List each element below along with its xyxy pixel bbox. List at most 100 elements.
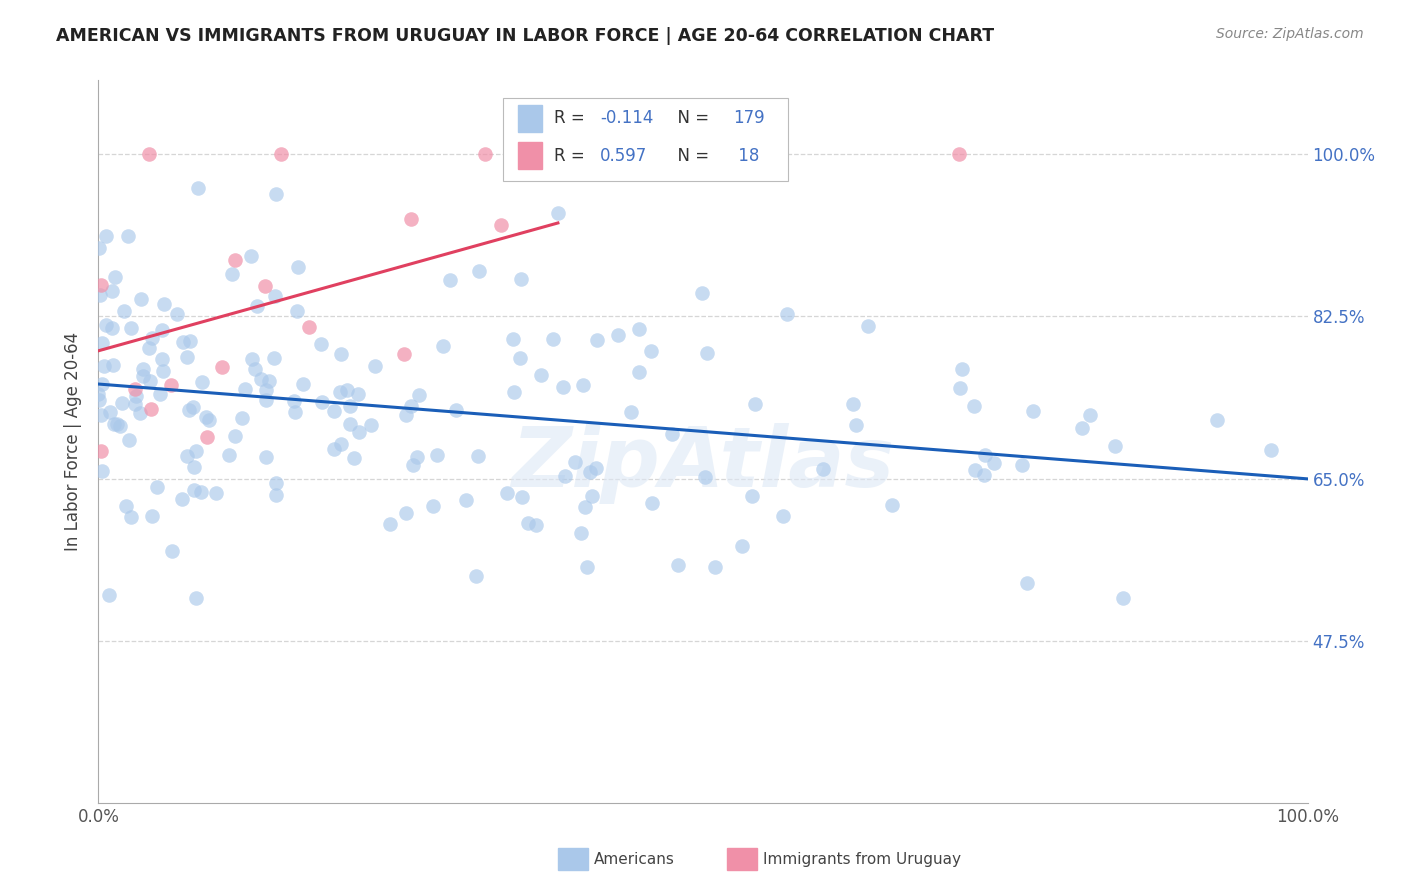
Point — [408, 388, 430, 402]
Point — [530, 368, 553, 382]
Point — [364, 359, 387, 373]
Point — [138, 374, 160, 388]
Point — [141, 509, 163, 524]
Point — [191, 375, 214, 389]
Text: Americans: Americans — [595, 852, 675, 867]
Point — [233, 382, 256, 396]
Point — [1017, 576, 1039, 591]
Point — [284, 405, 307, 419]
Point — [186, 443, 208, 458]
Point — [329, 385, 352, 400]
Point — [744, 397, 766, 411]
Point — [254, 383, 277, 397]
Point — [464, 569, 486, 583]
Point — [983, 456, 1005, 470]
FancyBboxPatch shape — [558, 848, 588, 870]
Point — [607, 327, 630, 342]
Point — [264, 186, 287, 201]
Point — [118, 433, 141, 447]
Point — [406, 450, 429, 465]
Point — [495, 485, 517, 500]
Point — [399, 211, 422, 226]
Point — [90, 444, 112, 458]
Point — [264, 488, 287, 502]
Point — [124, 382, 146, 396]
Point — [160, 378, 183, 392]
Point — [114, 499, 136, 513]
Point — [343, 451, 366, 466]
Point — [551, 379, 574, 393]
Point — [176, 351, 198, 365]
Point — [564, 455, 586, 469]
Point — [579, 465, 602, 479]
Text: Source: ZipAtlas.com: Source: ZipAtlas.com — [1216, 27, 1364, 41]
Point — [183, 483, 205, 497]
Point — [152, 364, 174, 378]
Text: 18: 18 — [734, 146, 759, 165]
Point — [89, 288, 111, 302]
Point — [263, 351, 285, 366]
Point — [439, 272, 461, 286]
Point — [184, 591, 207, 606]
Point — [880, 499, 903, 513]
Point — [1070, 421, 1092, 435]
Point — [1022, 404, 1045, 418]
Point — [581, 489, 603, 503]
Point — [254, 279, 277, 293]
Point — [468, 263, 491, 277]
Point — [198, 413, 221, 427]
Point — [963, 399, 986, 413]
Point — [1011, 458, 1033, 472]
Point — [176, 450, 198, 464]
Point — [254, 392, 277, 407]
Point — [128, 406, 150, 420]
Y-axis label: In Labor Force | Age 20-64: In Labor Force | Age 20-64 — [63, 332, 82, 551]
Point — [243, 361, 266, 376]
Point — [132, 369, 155, 384]
Point — [693, 469, 716, 483]
Point — [91, 336, 114, 351]
Text: Immigrants from Uruguay: Immigrants from Uruguay — [763, 852, 962, 867]
Point — [489, 218, 512, 232]
Point — [270, 147, 292, 161]
Point — [402, 458, 425, 472]
Point — [124, 397, 146, 411]
Point — [283, 393, 305, 408]
Point — [640, 344, 662, 359]
Point — [330, 437, 353, 451]
Point — [432, 338, 454, 352]
Point — [776, 307, 799, 321]
Point — [1078, 408, 1101, 422]
Point — [177, 403, 200, 417]
Point — [170, 492, 193, 507]
Point — [856, 318, 879, 333]
Point — [264, 289, 287, 303]
Point — [150, 352, 173, 367]
Point — [692, 285, 714, 300]
Point — [474, 147, 496, 161]
Point — [948, 147, 970, 161]
Point — [467, 450, 489, 464]
Point — [339, 417, 361, 431]
Point — [101, 284, 124, 298]
Point — [731, 540, 754, 554]
Point — [87, 386, 110, 401]
Point — [974, 448, 997, 462]
Point — [103, 269, 125, 284]
Point — [117, 228, 139, 243]
Point — [586, 334, 609, 348]
Point — [94, 318, 117, 332]
Point — [574, 500, 596, 515]
Point — [240, 249, 263, 263]
Point — [264, 476, 287, 491]
Point — [87, 393, 110, 408]
Point — [973, 468, 995, 483]
Point — [149, 387, 172, 401]
Point — [323, 404, 346, 418]
Text: ZipAtlas: ZipAtlas — [512, 423, 894, 504]
Point — [240, 352, 263, 367]
Point — [811, 462, 834, 476]
Point — [179, 334, 201, 348]
Point — [323, 442, 346, 457]
Point — [194, 409, 217, 424]
